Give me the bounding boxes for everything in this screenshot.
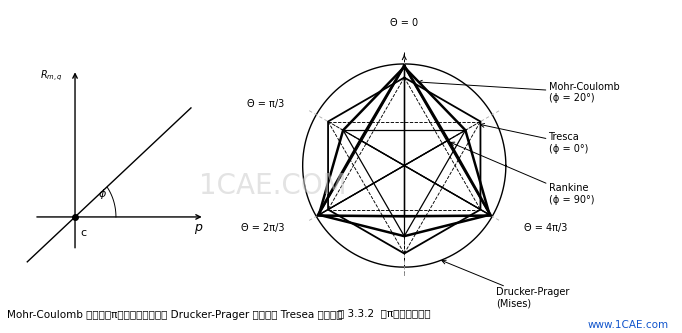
Text: Mohr-Coulomb 屈服面在π平面的形状及它与 Drucker-Prager 屈服面， Tresea 屈服面，: Mohr-Coulomb 屈服面在π平面的形状及它与 Drucker-Prage… — [7, 310, 342, 320]
Text: $R_{m,q}$: $R_{m,q}$ — [40, 69, 63, 83]
Text: Θ = π/3: Θ = π/3 — [248, 99, 284, 109]
Text: ϕ: ϕ — [98, 189, 106, 199]
Text: Θ = 0: Θ = 0 — [390, 18, 418, 28]
Text: c: c — [80, 228, 87, 238]
Text: Rankine
(ϕ = 90°): Rankine (ϕ = 90°) — [451, 142, 594, 205]
Text: p: p — [194, 221, 202, 234]
Text: Θ = 2π/3: Θ = 2π/3 — [241, 222, 284, 232]
Text: 1CAE.COM: 1CAE.COM — [199, 172, 346, 200]
Text: Θ = 4π/3: Θ = 4π/3 — [524, 222, 567, 232]
Text: Mohr-Coulomb
(ϕ = 20°): Mohr-Coulomb (ϕ = 20°) — [418, 80, 619, 103]
Text: 图 3.3.2  在π平面的屈服面: 图 3.3.2 在π平面的屈服面 — [338, 308, 430, 318]
Text: www.1CAE.com: www.1CAE.com — [587, 320, 668, 330]
Text: Tresca
(ϕ = 0°): Tresca (ϕ = 0°) — [480, 124, 588, 154]
Text: Drucker-Prager
(Mises): Drucker-Prager (Mises) — [442, 260, 569, 308]
